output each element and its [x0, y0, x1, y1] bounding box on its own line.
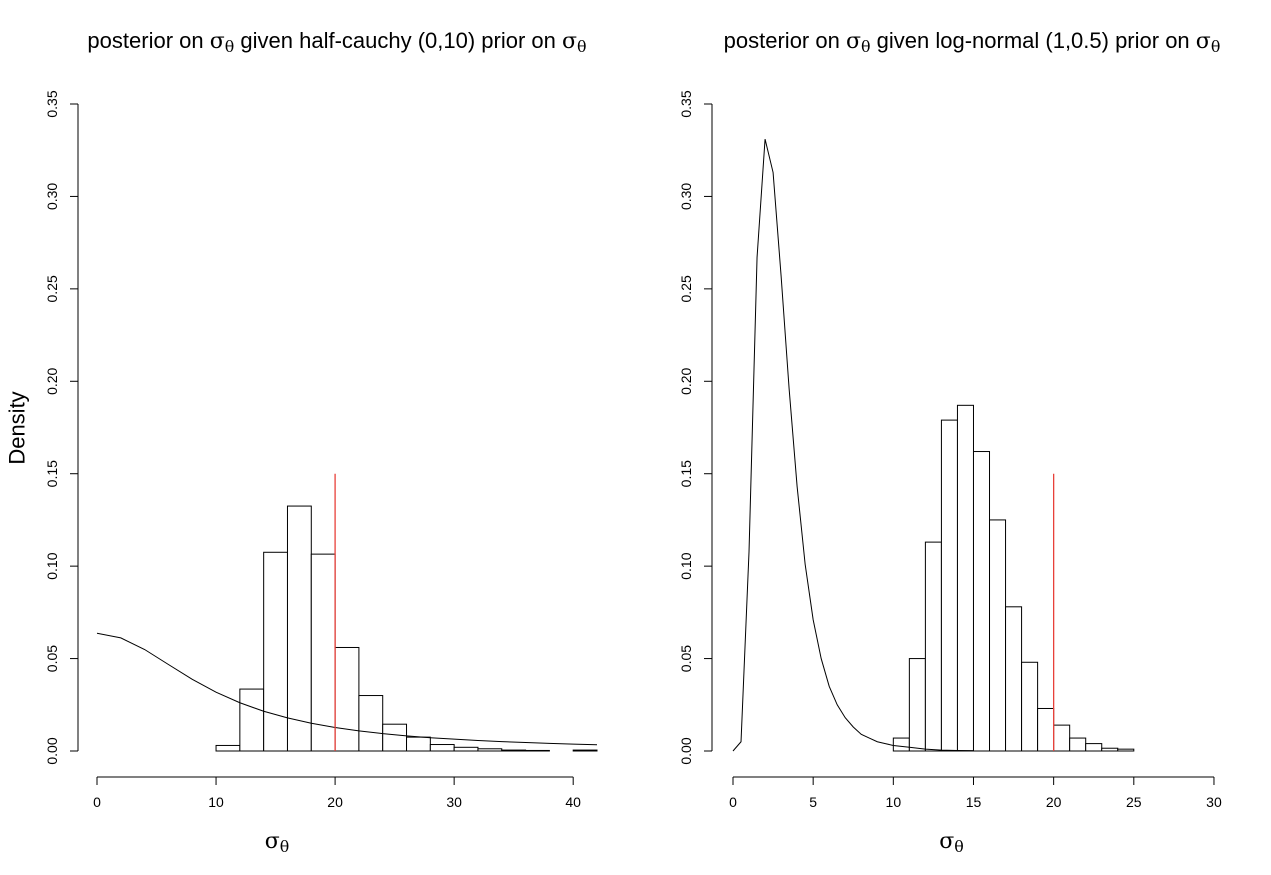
y-tick-label: 0.20 [678, 367, 694, 394]
x-axis-label: σθ [939, 829, 964, 856]
histogram-bar [908, 658, 926, 752]
histogram-bar [453, 746, 479, 752]
y-tick-label: 0.10 [678, 552, 694, 579]
x-tick-label: 30 [1206, 794, 1222, 810]
histogram-bar [1117, 748, 1135, 752]
histogram-bar [956, 404, 974, 752]
y-tick-label: 0.00 [678, 737, 694, 764]
y-tick-label: 0.35 [678, 90, 694, 117]
histogram-bar [477, 748, 503, 752]
histogram-bar [940, 419, 958, 752]
histogram-bar [1101, 747, 1119, 752]
histogram-bar [215, 744, 241, 752]
y-tick-label: 0.30 [678, 183, 694, 210]
y-tick-label: 0.30 [44, 183, 60, 210]
histogram-bar [892, 737, 910, 752]
histogram-bar [924, 541, 942, 752]
histogram-bar [1021, 661, 1039, 752]
y-tick-label: 0.05 [678, 645, 694, 672]
histogram-bar [972, 451, 991, 752]
y-tick-label: 0.00 [44, 737, 60, 764]
y-tick-label: 0.25 [678, 275, 694, 302]
histogram-bar [989, 519, 1007, 752]
left-panel-posterior-half-cauchy: posterior on σθ given half-cauchy (0,10)… [44, 28, 598, 856]
x-tick-label: 5 [809, 794, 817, 810]
x-tick-label: 20 [1046, 794, 1062, 810]
y-tick-label: 0.25 [44, 275, 60, 302]
histogram-bar [1037, 707, 1055, 752]
x-tick-label: 40 [565, 794, 581, 810]
right-panel-posterior-log-normal: posterior on σθ given log-normal (1,0.5)… [678, 28, 1222, 856]
histogram-bar [239, 688, 265, 752]
histogram-bar [501, 749, 527, 752]
prior-density-curve [96, 632, 598, 746]
x-tick-label: 10 [886, 794, 902, 810]
histogram-bar [334, 646, 360, 752]
histogram-bar [1069, 737, 1087, 752]
y-tick-label: 0.10 [44, 552, 60, 579]
x-tick-label: 0 [729, 794, 737, 810]
x-tick-label: 20 [327, 794, 343, 810]
histogram-bar [1053, 724, 1071, 752]
x-tick-label: 15 [966, 794, 982, 810]
histogram-bar [525, 749, 550, 752]
y-axis-label: Density [5, 391, 30, 464]
x-tick-label: 30 [446, 794, 462, 810]
y-tick-label: 0.15 [44, 460, 60, 487]
x-tick-label: 25 [1126, 794, 1142, 810]
prior-density-curve [732, 139, 974, 752]
chart-title: posterior on σθ given log-normal (1,0.5)… [724, 28, 1221, 56]
x-axis-label: σθ [265, 829, 290, 856]
x-tick-label: 0 [93, 794, 101, 810]
histogram-bar [429, 744, 455, 752]
histogram-bar [572, 749, 598, 752]
y-tick-label: 0.15 [678, 460, 694, 487]
y-tick-label: 0.35 [44, 90, 60, 117]
histogram-bar [263, 551, 288, 752]
histogram-bar [358, 695, 384, 752]
histogram-bar [406, 736, 431, 752]
histogram-bar [1005, 606, 1023, 752]
histogram-bar [286, 505, 312, 752]
histogram-bar [382, 723, 408, 752]
chart-title: posterior on σθ given half-cauchy (0,10)… [87, 28, 586, 56]
y-tick-label: 0.05 [44, 645, 60, 672]
y-tick-label: 0.20 [44, 367, 60, 394]
histogram-bar [310, 553, 336, 752]
histogram-bar [1085, 743, 1103, 752]
x-tick-label: 10 [208, 794, 224, 810]
